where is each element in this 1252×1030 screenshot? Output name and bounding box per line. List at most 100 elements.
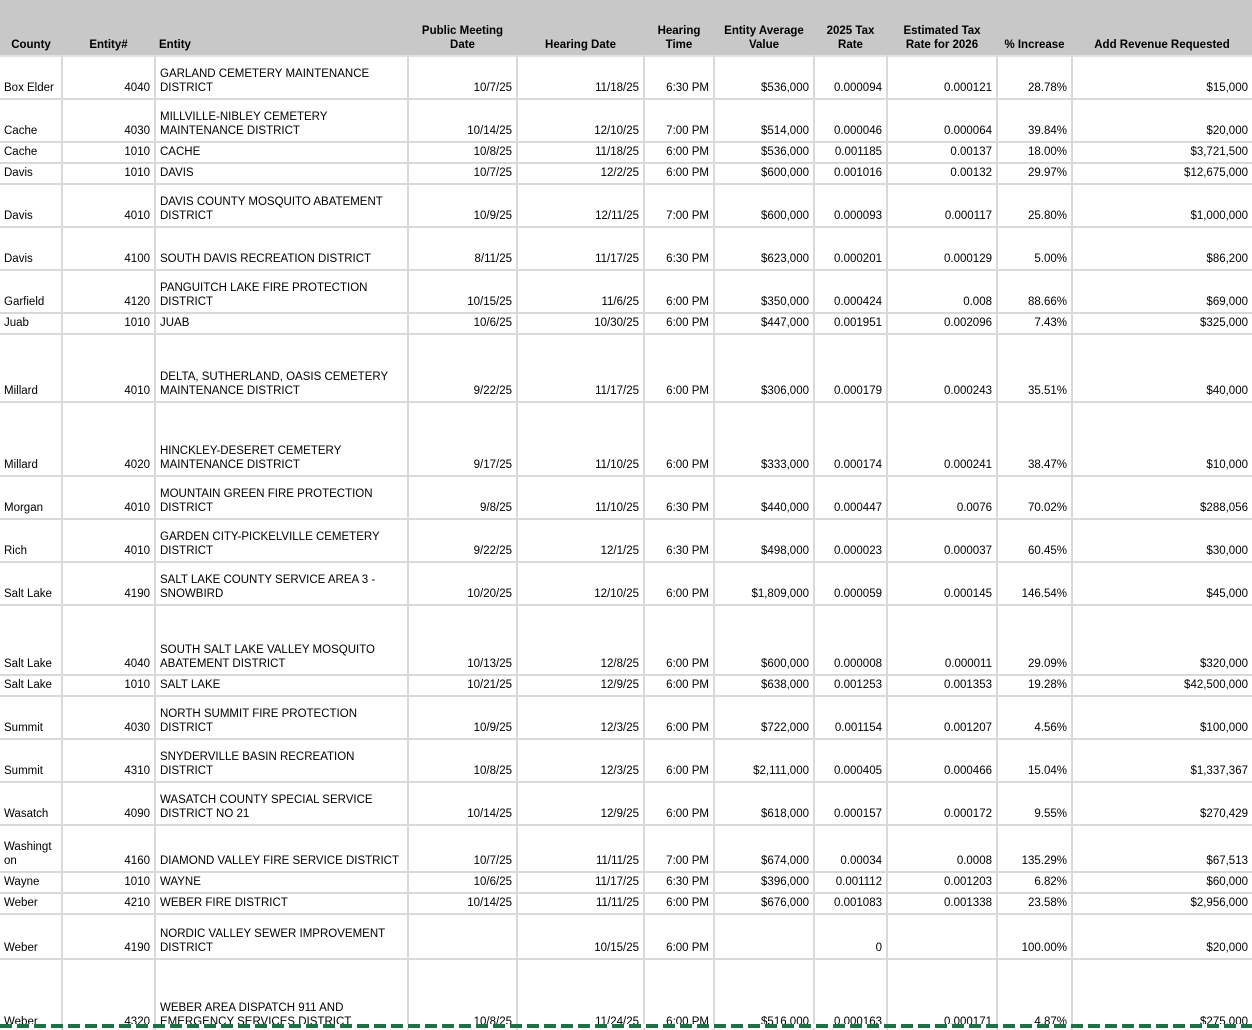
cell-tax_rate_2025[interactable]: 0.001253 <box>813 674 888 697</box>
cell-entity_num[interactable]: 4010 <box>61 183 156 228</box>
cell-public_meeting_date[interactable]: 10/6/25 <box>407 312 518 335</box>
cell-hearing_date[interactable]: 11/17/25 <box>516 333 645 403</box>
cell-hearing_date[interactable]: 12/10/25 <box>516 561 645 606</box>
cell-entity[interactable]: HINCKLEY-DESERET CEMETERY MAINTENANCE DI… <box>154 401 409 477</box>
cell-add_revenue_requested[interactable]: $86,200 <box>1071 226 1252 271</box>
cell-entity_num[interactable]: 4160 <box>61 824 156 873</box>
cell-hearing_date[interactable]: 11/6/25 <box>516 269 645 314</box>
cell-entity_average_value[interactable]: $498,000 <box>713 518 815 563</box>
cell-pct_increase[interactable]: 28.78% <box>996 55 1073 100</box>
cell-tax_rate_2025[interactable]: 0.001112 <box>813 871 888 894</box>
cell-pct_increase[interactable]: 29.09% <box>996 604 1073 676</box>
cell-pct_increase[interactable]: 4.87% <box>996 958 1073 1030</box>
cell-public_meeting_date[interactable]: 10/8/25 <box>407 738 518 783</box>
cell-hearing_date[interactable]: 12/3/25 <box>516 695 645 740</box>
cell-est_tax_rate_2026[interactable]: 0.008 <box>886 269 998 314</box>
cell-tax_rate_2025[interactable]: 0.00034 <box>813 824 888 873</box>
cell-hearing_time[interactable]: 6:00 PM <box>643 674 715 697</box>
cell-entity_average_value[interactable]: $600,000 <box>713 604 815 676</box>
cell-entity_average_value[interactable]: $638,000 <box>713 674 815 697</box>
cell-hearing_time[interactable]: 6:00 PM <box>643 695 715 740</box>
column-header-est_tax_rate_2026[interactable]: Estimated Tax Rate for 2026 <box>887 0 997 56</box>
cell-hearing_time[interactable]: 6:00 PM <box>643 561 715 606</box>
cell-hearing_time[interactable]: 6:00 PM <box>643 958 715 1030</box>
cell-add_revenue_requested[interactable]: $67,513 <box>1071 824 1252 873</box>
cell-pct_increase[interactable]: 7.43% <box>996 312 1073 335</box>
cell-county[interactable]: Summit <box>0 738 63 783</box>
cell-pct_increase[interactable]: 60.45% <box>996 518 1073 563</box>
cell-entity[interactable]: GARLAND CEMETERY MAINTENANCE DISTRICT <box>154 55 409 100</box>
cell-hearing_date[interactable]: 11/11/25 <box>516 892 645 915</box>
cell-county[interactable]: Washington <box>0 824 63 873</box>
cell-entity_num[interactable]: 4010 <box>61 475 156 520</box>
cell-tax_rate_2025[interactable]: 0.000424 <box>813 269 888 314</box>
cell-entity[interactable]: CACHE <box>154 141 409 164</box>
column-header-hearing_date[interactable]: Hearing Date <box>517 0 644 56</box>
cell-entity[interactable]: SALT LAKE COUNTY SERVICE AREA 3 - SNOWBI… <box>154 561 409 606</box>
cell-entity_num[interactable]: 1010 <box>61 674 156 697</box>
cell-county[interactable]: Salt Lake <box>0 674 63 697</box>
cell-add_revenue_requested[interactable]: $1,000,000 <box>1071 183 1252 228</box>
cell-public_meeting_date[interactable]: 10/20/25 <box>407 561 518 606</box>
cell-public_meeting_date[interactable]: 10/9/25 <box>407 695 518 740</box>
cell-tax_rate_2025[interactable]: 0.000046 <box>813 98 888 143</box>
cell-entity[interactable]: DIAMOND VALLEY FIRE SERVICE DISTRICT <box>154 824 409 873</box>
cell-add_revenue_requested[interactable]: $100,000 <box>1071 695 1252 740</box>
column-header-add_revenue_requested[interactable]: Add Revenue Requested <box>1072 0 1252 56</box>
cell-entity[interactable]: DELTA, SUTHERLAND, OASIS CEMETERY MAINTE… <box>154 333 409 403</box>
cell-hearing_time[interactable]: 6:00 PM <box>643 312 715 335</box>
cell-hearing_time[interactable]: 6:30 PM <box>643 55 715 100</box>
cell-pct_increase[interactable]: 9.55% <box>996 781 1073 826</box>
cell-entity[interactable]: SALT LAKE <box>154 674 409 697</box>
cell-entity_num[interactable]: 4190 <box>61 913 156 960</box>
cell-entity_num[interactable]: 4100 <box>61 226 156 271</box>
cell-pct_increase[interactable]: 146.54% <box>996 561 1073 606</box>
cell-est_tax_rate_2026[interactable]: 0.000121 <box>886 55 998 100</box>
cell-pct_increase[interactable]: 25.80% <box>996 183 1073 228</box>
cell-entity[interactable]: SNYDERVILLE BASIN RECREATION DISTRICT <box>154 738 409 783</box>
cell-add_revenue_requested[interactable]: $40,000 <box>1071 333 1252 403</box>
cell-county[interactable]: Davis <box>0 162 63 185</box>
cell-hearing_date[interactable]: 10/30/25 <box>516 312 645 335</box>
cell-add_revenue_requested[interactable]: $69,000 <box>1071 269 1252 314</box>
cell-entity_num[interactable]: 4040 <box>61 55 156 100</box>
cell-entity_num[interactable]: 4190 <box>61 561 156 606</box>
cell-hearing_date[interactable]: 10/15/25 <box>516 913 645 960</box>
cell-county[interactable]: Millard <box>0 333 63 403</box>
cell-county[interactable]: Cache <box>0 98 63 143</box>
column-header-pct_increase[interactable]: % Increase <box>997 0 1072 56</box>
cell-est_tax_rate_2026[interactable]: 0.000011 <box>886 604 998 676</box>
cell-entity[interactable]: WASATCH COUNTY SPECIAL SERVICE DISTRICT … <box>154 781 409 826</box>
cell-entity_average_value[interactable]: $350,000 <box>713 269 815 314</box>
cell-pct_increase[interactable]: 88.66% <box>996 269 1073 314</box>
cell-entity_num[interactable]: 4090 <box>61 781 156 826</box>
cell-entity[interactable]: PANGUITCH LAKE FIRE PROTECTION DISTRICT <box>154 269 409 314</box>
cell-county[interactable]: Wasatch <box>0 781 63 826</box>
cell-est_tax_rate_2026[interactable]: 0.000172 <box>886 781 998 826</box>
cell-hearing_time[interactable]: 6:00 PM <box>643 141 715 164</box>
cell-add_revenue_requested[interactable]: $20,000 <box>1071 98 1252 143</box>
cell-est_tax_rate_2026[interactable]: 0.000129 <box>886 226 998 271</box>
cell-entity[interactable]: NORDIC VALLEY SEWER IMPROVEMENT DISTRICT <box>154 913 409 960</box>
cell-entity[interactable]: NORTH SUMMIT FIRE PROTECTION DISTRICT <box>154 695 409 740</box>
cell-add_revenue_requested[interactable]: $42,500,000 <box>1071 674 1252 697</box>
cell-hearing_time[interactable]: 6:00 PM <box>643 401 715 477</box>
cell-entity[interactable]: SOUTH SALT LAKE VALLEY MOSQUITO ABATEMEN… <box>154 604 409 676</box>
cell-entity_num[interactable]: 4040 <box>61 604 156 676</box>
cell-public_meeting_date[interactable]: 8/11/25 <box>407 226 518 271</box>
cell-hearing_date[interactable]: 12/3/25 <box>516 738 645 783</box>
column-header-public_meeting_date[interactable]: Public Meeting Date <box>408 0 517 56</box>
cell-entity[interactable]: GARDEN CITY-PICKELVILLE CEMETERY DISTRIC… <box>154 518 409 563</box>
cell-entity_num[interactable]: 4010 <box>61 518 156 563</box>
cell-tax_rate_2025[interactable]: 0.000174 <box>813 401 888 477</box>
cell-entity_average_value[interactable]: $618,000 <box>713 781 815 826</box>
cell-tax_rate_2025[interactable]: 0.000094 <box>813 55 888 100</box>
cell-entity[interactable]: WEBER FIRE DISTRICT <box>154 892 409 915</box>
cell-tax_rate_2025[interactable]: 0.000163 <box>813 958 888 1030</box>
cell-pct_increase[interactable]: 35.51% <box>996 333 1073 403</box>
cell-hearing_time[interactable]: 6:00 PM <box>643 162 715 185</box>
cell-pct_increase[interactable]: 19.28% <box>996 674 1073 697</box>
cell-hearing_date[interactable]: 11/24/25 <box>516 958 645 1030</box>
cell-tax_rate_2025[interactable]: 0.001185 <box>813 141 888 164</box>
cell-est_tax_rate_2026[interactable]: 0.000145 <box>886 561 998 606</box>
